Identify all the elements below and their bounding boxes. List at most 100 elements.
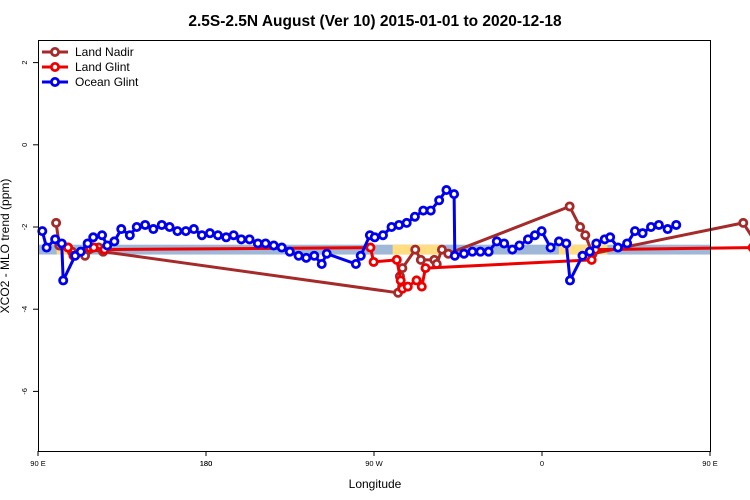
ocean-glint-point <box>75 246 86 257</box>
ocean-glint-point <box>188 224 199 235</box>
land-nadir-point <box>415 254 426 265</box>
land-glint-point <box>420 263 431 274</box>
ocean-glint-point <box>204 228 215 239</box>
ocean-glint-point <box>156 219 167 230</box>
ocean-glint-point <box>124 230 135 241</box>
ocean-glint-point <box>441 185 452 196</box>
ocean-glint-point <box>321 248 332 259</box>
ocean-glint-point <box>629 226 640 237</box>
land-glint-point <box>411 275 422 286</box>
ocean-glint-point <box>37 226 48 237</box>
land-nadir-point <box>410 244 421 255</box>
ocean-glint-point <box>434 195 445 206</box>
land-nadir-point <box>738 217 749 228</box>
x-axis-title: Longitude <box>349 477 402 491</box>
land-glint-line <box>66 246 750 291</box>
series-layer <box>37 185 750 298</box>
land-band <box>558 244 608 255</box>
ocean-glint-point <box>449 189 460 200</box>
chart-title: 2.5S-2.5N August (Ver 10) 2015-01-01 to … <box>188 13 562 30</box>
ocean-glint-point <box>97 230 108 241</box>
ocean-glint-point <box>172 226 183 237</box>
y-axis-title: XCO2 - MLO trend (ppm) <box>0 179 12 314</box>
ocean-glint-point <box>109 236 120 247</box>
y-axis: 2 0 -2 -4 -6 <box>20 61 38 395</box>
ocean-glint-point <box>561 238 572 249</box>
legend-swatch-marker <box>50 77 61 88</box>
y-tick-label: 2 <box>20 61 29 65</box>
ocean-glint-point <box>622 238 633 249</box>
ocean-glint-point <box>293 250 304 261</box>
ocean-glint-point <box>50 234 61 245</box>
land-glint-point <box>391 254 402 265</box>
ocean-glint-point <box>662 224 673 235</box>
ocean-glint-point <box>284 246 295 257</box>
ocean-glint-point <box>244 234 255 245</box>
land-nadir-point <box>51 217 62 228</box>
x-tick-label: 90 W <box>365 459 383 468</box>
ocean-glint-point <box>301 252 312 263</box>
ocean-glint-point <box>252 238 263 249</box>
legend-label: Land Glint <box>75 60 130 74</box>
ocean-glint-point <box>377 230 388 241</box>
land-glint-point <box>365 242 376 253</box>
ocean-glint-point <box>653 219 664 230</box>
ocean-glint-point <box>131 222 142 233</box>
ocean-glint-point <box>268 240 279 251</box>
ocean-glint-point <box>236 234 247 245</box>
ocean-glint-point <box>228 230 239 241</box>
x-tick-label: 0 <box>540 459 544 468</box>
ocean-glint-point <box>584 246 595 257</box>
legend-swatch-marker <box>50 62 61 73</box>
series-ocean-glint <box>37 185 682 286</box>
ocean-glint-point <box>140 219 151 230</box>
ocean-glint-point <box>605 232 616 243</box>
ocean-glint-point <box>309 250 320 261</box>
ocean-glint-point <box>646 222 657 233</box>
land-nadir-point <box>575 222 586 233</box>
ocean-glint-point <box>467 246 478 257</box>
ocean-glint-point <box>212 230 223 241</box>
ocean-glint-point <box>483 246 494 257</box>
ocean-glint-point <box>102 240 113 251</box>
ocean-glint-point <box>514 240 525 251</box>
ocean-glint-point <box>88 232 99 243</box>
land-nadir-point <box>580 230 591 241</box>
ocean-glint-point <box>499 238 510 249</box>
legend-label: Ocean Glint <box>75 75 139 89</box>
y-tick-label: 0 <box>20 143 29 147</box>
ocean-glint-point <box>276 242 287 253</box>
ocean-glint-point <box>58 275 69 286</box>
ocean-glint-point <box>458 248 469 259</box>
land-glint-point <box>416 281 427 292</box>
ocean-glint-point <box>671 219 682 230</box>
land-glint-point <box>586 254 597 265</box>
ocean-glint-point <box>637 228 648 239</box>
ocean-glint-point <box>536 226 547 237</box>
ocean-glint-point <box>180 226 191 237</box>
land-glint-point <box>395 275 406 286</box>
x-tick-label: 180 <box>200 459 213 468</box>
x-tick-label: 90 E <box>30 459 45 468</box>
ocean-glint-point <box>577 250 588 261</box>
ocean-glint-point <box>148 224 159 235</box>
ocean-glint-point <box>369 232 380 243</box>
ocean-glint-point <box>449 250 460 261</box>
land-glint-point <box>368 256 379 267</box>
ocean-glint-point <box>529 230 540 241</box>
ocean-glint-point <box>116 224 127 235</box>
ocean-glint-point <box>56 238 67 249</box>
ocean-glint-point <box>591 238 602 249</box>
ocean-glint-point <box>82 238 93 249</box>
ocean-glint-point <box>475 246 486 257</box>
y-tick-label: -4 <box>20 306 29 313</box>
ocean-glint-point <box>401 217 412 228</box>
ocean-glint-point <box>612 242 623 253</box>
ocean-glint-point <box>394 219 405 230</box>
ocean-glint-point <box>425 205 436 216</box>
ocean-glint-point <box>164 222 175 233</box>
ocean-glint-point <box>565 275 576 286</box>
ocean-glint-line <box>40 188 677 282</box>
